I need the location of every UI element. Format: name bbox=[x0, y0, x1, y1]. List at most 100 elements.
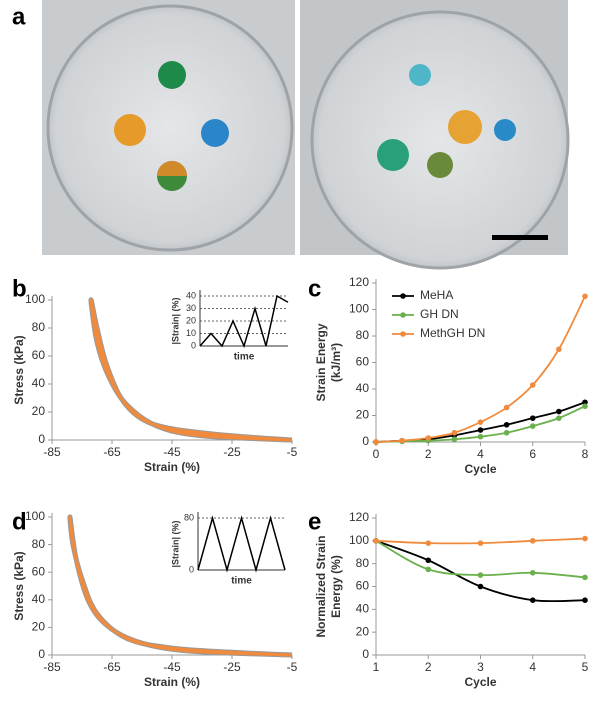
y-tick-label: 40 bbox=[32, 592, 46, 606]
x-tick-label: -25 bbox=[223, 660, 241, 674]
inset-y-label: |Strain| (%) bbox=[170, 520, 180, 567]
y-tick-label: 20 bbox=[356, 624, 370, 638]
x-tick-label: -85 bbox=[43, 660, 61, 674]
point bbox=[399, 437, 405, 444]
panel-label: a bbox=[12, 3, 26, 30]
y-tick-label: 20 bbox=[356, 408, 370, 422]
y-axis-label: Strain Energy bbox=[314, 323, 328, 401]
x-tick-label: 2 bbox=[425, 660, 432, 674]
series-line bbox=[375, 540, 586, 579]
x-tick-label: 8 bbox=[582, 447, 589, 461]
legend-marker bbox=[400, 312, 406, 318]
x-tick-label: -65 bbox=[103, 660, 121, 674]
x-tick-label: 0 bbox=[373, 447, 380, 461]
y-axis-label: Energy (%) bbox=[329, 555, 343, 618]
y-tick-label: 80 bbox=[356, 328, 370, 342]
curve bbox=[89, 298, 293, 442]
y-axis-label: Stress (kPa) bbox=[12, 335, 26, 404]
inset-y-tick-label: 40 bbox=[186, 290, 196, 300]
point bbox=[556, 408, 562, 415]
point bbox=[582, 403, 588, 410]
y-tick-label: 60 bbox=[356, 579, 370, 593]
y-tick-label: 120 bbox=[349, 510, 369, 524]
y-tick-label: 80 bbox=[32, 320, 46, 334]
inset-y-tick-label: 20 bbox=[186, 315, 196, 325]
legend-label: GH DN bbox=[420, 307, 459, 321]
x-tick-label: -5 bbox=[287, 660, 298, 674]
x-tick-label: 4 bbox=[529, 660, 536, 674]
y-tick-label: 40 bbox=[32, 376, 46, 390]
point bbox=[425, 540, 432, 546]
y-tick-label: 0 bbox=[38, 432, 45, 446]
inset-y-label: |Strain| (%) bbox=[170, 297, 180, 344]
point bbox=[451, 436, 458, 443]
x-tick-label: -25 bbox=[223, 445, 241, 459]
y-tick-label: 0 bbox=[38, 647, 45, 661]
x-tick-label: 5 bbox=[582, 660, 589, 674]
y-tick-label: 100 bbox=[25, 509, 45, 523]
x-tick-label: -45 bbox=[163, 660, 181, 674]
legend-marker bbox=[400, 331, 406, 337]
y-tick-label: 80 bbox=[356, 556, 370, 570]
point bbox=[529, 570, 536, 576]
point bbox=[477, 540, 484, 546]
y-tick-label: 80 bbox=[32, 537, 46, 551]
y-tick-label: 40 bbox=[356, 602, 370, 616]
point bbox=[503, 429, 510, 436]
y-tick-label: 120 bbox=[349, 275, 369, 289]
point bbox=[477, 419, 484, 425]
point bbox=[477, 583, 484, 590]
x-tick-label: -45 bbox=[163, 445, 181, 459]
point bbox=[503, 404, 510, 411]
point bbox=[373, 538, 379, 544]
y-tick-label: 60 bbox=[356, 355, 370, 369]
y-tick-label: 40 bbox=[356, 381, 370, 395]
panel-label: d bbox=[12, 508, 27, 535]
inset-y-tick-label: 30 bbox=[186, 303, 196, 313]
y-tick-label: 100 bbox=[349, 302, 369, 316]
point bbox=[503, 421, 510, 428]
inset-signal bbox=[197, 515, 286, 573]
y-axis-label: Stress (kPa) bbox=[12, 551, 26, 620]
point bbox=[529, 538, 536, 544]
y-tick-label: 100 bbox=[349, 533, 369, 547]
point bbox=[582, 574, 588, 581]
y-tick-label: 60 bbox=[32, 348, 46, 362]
x-tick-label: -5 bbox=[287, 445, 298, 459]
point bbox=[582, 535, 588, 542]
x-tick-label: 2 bbox=[425, 447, 432, 461]
series-line bbox=[375, 539, 586, 603]
point bbox=[425, 566, 432, 573]
legend-marker bbox=[400, 293, 406, 299]
legend-label: MethGH DN bbox=[420, 326, 485, 340]
point bbox=[529, 382, 536, 388]
legend-label: MeHA bbox=[420, 288, 453, 302]
y-tick-label: 100 bbox=[25, 292, 45, 306]
point bbox=[556, 346, 562, 353]
inset-y-tick-label: 10 bbox=[186, 328, 196, 338]
point bbox=[529, 597, 536, 603]
point bbox=[529, 415, 536, 421]
inset-signal bbox=[199, 294, 289, 349]
point bbox=[529, 423, 536, 429]
x-tick-label: 4 bbox=[477, 447, 484, 461]
x-axis-label: Strain (%) bbox=[144, 460, 200, 474]
x-axis-label: Strain (%) bbox=[144, 675, 200, 689]
panel-label: b bbox=[12, 275, 27, 302]
y-tick-label: 0 bbox=[362, 647, 369, 661]
x-axis-label: Cycle bbox=[464, 675, 496, 689]
curve bbox=[68, 515, 293, 657]
y-tick-label: 20 bbox=[32, 404, 46, 418]
inset-x-label: time bbox=[234, 352, 255, 363]
inset-y-tick-label: 0 bbox=[189, 564, 194, 574]
x-tick-label: 1 bbox=[373, 660, 380, 674]
point bbox=[582, 293, 588, 300]
x-tick-label: -85 bbox=[43, 445, 61, 459]
x-axis-label: Cycle bbox=[464, 462, 496, 476]
x-tick-label: 3 bbox=[477, 660, 484, 674]
y-tick-label: 20 bbox=[32, 620, 46, 634]
inset-y-tick-label: 80 bbox=[184, 512, 194, 522]
panel-label: c bbox=[308, 275, 321, 302]
y-tick-label: 60 bbox=[32, 564, 46, 578]
